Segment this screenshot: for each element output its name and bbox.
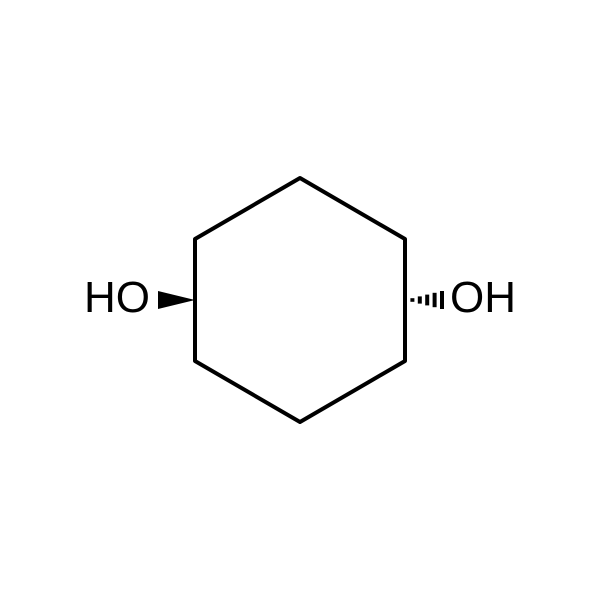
cyclohexane-ring [195,178,405,422]
hydroxyl-label: HO [84,273,150,322]
chemical-structure-diagram: HO OH [0,0,600,600]
wedge-bond-solid [158,291,195,309]
hydroxyl-label: OH [450,273,516,322]
wedge-bond-hashed [412,291,442,309]
